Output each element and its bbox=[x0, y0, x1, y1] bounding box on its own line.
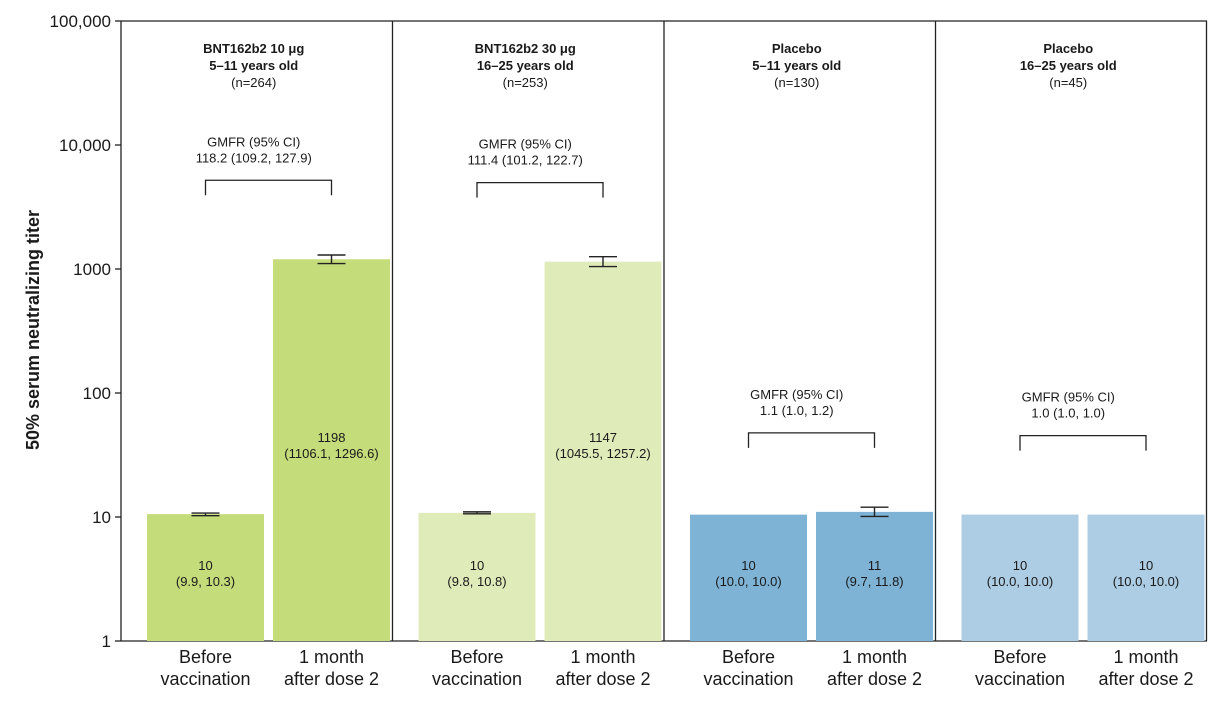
panel-subtitle: 16–25 years old bbox=[477, 58, 574, 73]
error-bar bbox=[463, 511, 491, 515]
y-tick-label: 10,000 bbox=[59, 136, 111, 155]
y-tick-label: 10 bbox=[92, 508, 111, 527]
x-category-label: vaccination bbox=[160, 669, 250, 689]
bar-ci-label: (1045.5, 1257.2) bbox=[555, 446, 650, 461]
y-axis-title: 50% serum neutralizing titer bbox=[23, 210, 43, 450]
panel-n: (n=253) bbox=[503, 75, 548, 90]
bar bbox=[273, 259, 390, 641]
gmfr-bracket bbox=[476, 181, 604, 198]
x-category-label: after dose 2 bbox=[1098, 669, 1193, 689]
bar-value-label: 1147 bbox=[589, 430, 617, 445]
gmfr-value: 118.2 (109.2, 127.9) bbox=[196, 150, 312, 165]
bar-ci-label: (9.7, 11.8) bbox=[845, 574, 903, 589]
gmfr-label: GMFR (95% CI) bbox=[207, 134, 300, 149]
bar-ci-label: (9.8, 10.8) bbox=[447, 574, 506, 589]
y-tick-label: 100 bbox=[83, 384, 111, 403]
gmfr-bracket bbox=[204, 179, 333, 196]
bar-ci-label: (1106.1, 1296.6) bbox=[284, 446, 378, 461]
panel-title: BNT162b2 10 μg bbox=[203, 41, 304, 56]
bar-value-label: 10 bbox=[741, 558, 755, 573]
gmfr-label: GMFR (95% CI) bbox=[1022, 390, 1115, 405]
bar bbox=[961, 514, 1079, 641]
bar-value-label: 10 bbox=[1013, 558, 1027, 573]
gmfr-value: 1.0 (1.0, 1.0) bbox=[1031, 406, 1105, 421]
x-category-label: after dose 2 bbox=[827, 669, 922, 689]
bar-value-label: 10 bbox=[470, 558, 484, 573]
panel: BNT162b2 10 μg 5–11 years old (n=264) GMFR … bbox=[147, 41, 390, 641]
x-category-label: after dose 2 bbox=[555, 669, 650, 689]
bar bbox=[147, 514, 264, 641]
bar bbox=[1087, 514, 1205, 641]
panel: Placebo 5–11 years old (n=130) GMFR (95% CI… bbox=[690, 41, 933, 641]
gmfr-bracket bbox=[747, 432, 876, 448]
x-category-label: after dose 2 bbox=[284, 669, 379, 689]
bar-value-label: 1198 bbox=[318, 430, 346, 445]
bar bbox=[816, 511, 933, 641]
x-category-label: 1 month bbox=[1113, 647, 1178, 667]
bar-ci-label: (10.0, 10.0) bbox=[987, 574, 1054, 589]
gmfr-label: GMFR (95% CI) bbox=[750, 387, 843, 402]
x-category-label: vaccination bbox=[975, 669, 1065, 689]
error-bar bbox=[317, 254, 346, 265]
panel-title: Placebo bbox=[772, 41, 822, 56]
error-bar bbox=[589, 255, 617, 268]
panel-subtitle: 16–25 years old bbox=[1020, 58, 1117, 73]
y-tick-label: 1000 bbox=[73, 260, 111, 279]
x-category-label: 1 month bbox=[842, 647, 907, 667]
x-category-label: 1 month bbox=[570, 647, 635, 667]
x-category-label: vaccination bbox=[432, 669, 522, 689]
x-category-label: vaccination bbox=[703, 669, 793, 689]
bar bbox=[690, 514, 807, 641]
gmfr-value: 111.4 (101.2, 122.7) bbox=[468, 153, 583, 168]
error-bar bbox=[191, 512, 220, 517]
panel: BNT162b2 30 μg 16–25 years old (n=253) GMFR… bbox=[418, 41, 662, 641]
bar-ci-label: (10.0, 10.0) bbox=[715, 574, 782, 589]
x-category-label: Before bbox=[993, 647, 1046, 667]
gmfr-label: GMFR (95% CI) bbox=[479, 137, 572, 152]
y-tick-label: 100,000 bbox=[50, 12, 111, 31]
panel-n: (n=130) bbox=[774, 75, 819, 90]
bar bbox=[418, 512, 536, 641]
panel-n: (n=264) bbox=[231, 75, 276, 90]
bar bbox=[544, 261, 662, 641]
bar-value-label: 11 bbox=[868, 558, 882, 573]
gmfr-bracket bbox=[1019, 434, 1147, 451]
panel-subtitle: 5–11 years old bbox=[209, 58, 298, 73]
gmfr-value: 1.1 (1.0, 1.2) bbox=[760, 403, 834, 418]
panel-subtitle: 5–11 years old bbox=[752, 58, 841, 73]
panels: BNT162b2 10 μg 5–11 years old (n=264) GMFR … bbox=[147, 41, 1205, 641]
y-axis: 1 10 100 1000 10,000 100,000 bbox=[50, 12, 121, 651]
bar-value-label: 10 bbox=[1139, 558, 1153, 573]
x-category-label: Before bbox=[450, 647, 503, 667]
error-bar bbox=[860, 506, 889, 518]
panel: Placebo 16–25 years old (n=45) GMFR (95% CI… bbox=[961, 41, 1205, 641]
x-category-label: 1 month bbox=[299, 647, 364, 667]
x-category-label: Before bbox=[179, 647, 232, 667]
bar-ci-label: (9.9, 10.3) bbox=[176, 574, 235, 589]
bar-value-label: 10 bbox=[198, 558, 212, 573]
panel-title: Placebo bbox=[1043, 41, 1093, 56]
panel-n: (n=45) bbox=[1049, 75, 1087, 90]
bar-ci-label: (10.0, 10.0) bbox=[1113, 574, 1180, 589]
panel-title: BNT162b2 30 μg bbox=[475, 41, 576, 56]
y-tick-label: 1 bbox=[102, 632, 111, 651]
x-category-label: Before bbox=[722, 647, 775, 667]
